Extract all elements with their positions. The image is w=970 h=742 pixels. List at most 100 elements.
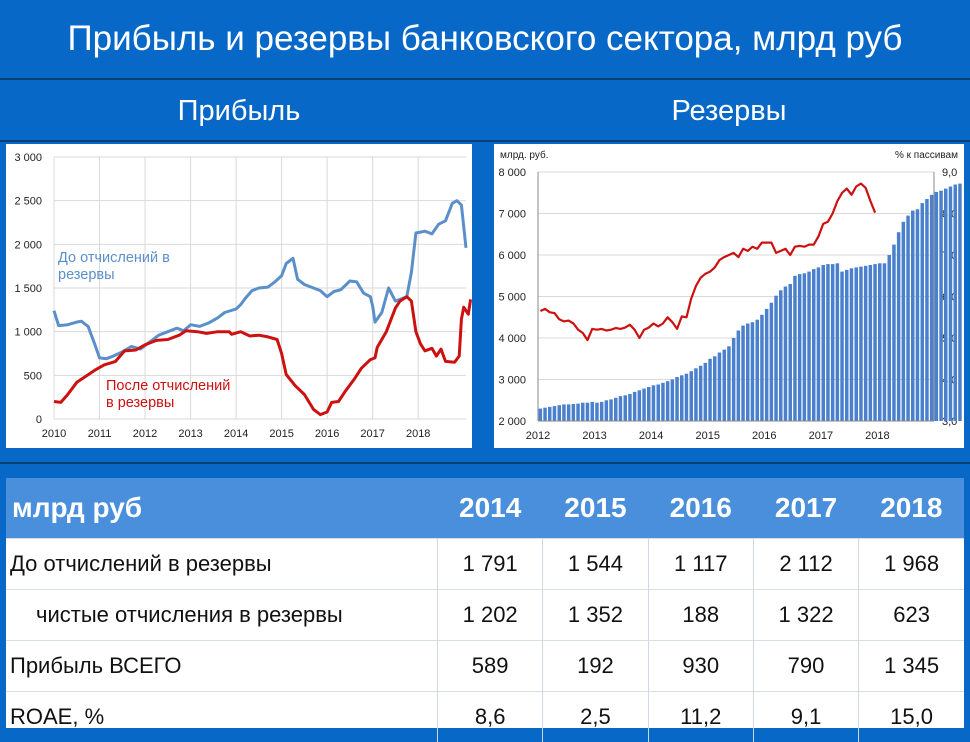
reserves-bar bbox=[916, 209, 920, 421]
y-tick-label: 1 500 bbox=[14, 283, 42, 295]
table-cell: 790 bbox=[753, 641, 858, 692]
table-header-year: 2015 bbox=[543, 478, 648, 539]
reserves-bar bbox=[756, 320, 760, 421]
reserves-bar bbox=[869, 265, 873, 421]
reserves-bar bbox=[803, 273, 807, 421]
table-cell: 15,0 bbox=[859, 692, 964, 742]
reserves-bar bbox=[765, 309, 769, 421]
y-left-tick-label: 8 000 bbox=[498, 167, 526, 179]
reserves-bar bbox=[741, 326, 745, 421]
y-tick-label: 500 bbox=[24, 370, 42, 382]
reserves-bar bbox=[864, 266, 868, 421]
reserves-bar bbox=[789, 284, 793, 421]
table-cell: 2 112 bbox=[753, 539, 858, 590]
x-tick-label: 2012 bbox=[526, 430, 550, 442]
reserves-bar bbox=[572, 404, 576, 421]
left-chart-heading: Прибыль bbox=[6, 86, 472, 136]
table-cell: 589 bbox=[438, 641, 543, 692]
x-tick-label: 2014 bbox=[224, 428, 248, 440]
y-tick-label: 3 000 bbox=[14, 152, 42, 164]
reserves-bar bbox=[949, 187, 953, 422]
reserves-bar bbox=[732, 338, 736, 421]
x-tick-label: 2014 bbox=[639, 430, 663, 442]
reserves-bar bbox=[751, 322, 755, 421]
table-cell: 1 544 bbox=[543, 539, 648, 590]
x-tick-label: 2018 bbox=[406, 428, 430, 440]
table-cell: 1 352 bbox=[543, 590, 648, 641]
reserves-bar bbox=[817, 267, 821, 421]
x-tick-label: 2015 bbox=[269, 428, 293, 440]
series-annotation: резервы bbox=[58, 267, 115, 283]
table-header-year: 2017 bbox=[753, 478, 858, 539]
reserves-bar bbox=[652, 385, 656, 421]
reserves-bar bbox=[600, 402, 604, 421]
reserves-bar bbox=[888, 255, 892, 421]
y-tick-label: 1 000 bbox=[14, 327, 42, 339]
reserves-bar bbox=[892, 245, 896, 421]
row-label: чистые отчисления в резервы bbox=[6, 590, 438, 641]
reserves-bar bbox=[543, 408, 547, 421]
reserves-bar bbox=[581, 403, 585, 421]
y-left-tick-label: 4 000 bbox=[498, 333, 526, 345]
x-tick-label: 2010 bbox=[42, 428, 66, 440]
reserves-bar bbox=[718, 353, 722, 422]
reserves-bar bbox=[614, 398, 618, 421]
table-cell: 1 791 bbox=[438, 539, 543, 590]
x-tick-label: 2017 bbox=[360, 428, 384, 440]
table-cell: 9,1 bbox=[753, 692, 858, 742]
y-left-tick-label: 3 000 bbox=[498, 375, 526, 387]
divider bbox=[0, 78, 970, 80]
x-tick-label: 2016 bbox=[315, 428, 339, 440]
reserves-bar bbox=[840, 272, 844, 421]
table-cell: 1 968 bbox=[859, 539, 964, 590]
x-tick-label: 2013 bbox=[178, 428, 202, 440]
reserves-bar bbox=[647, 387, 651, 421]
reserves-bar bbox=[699, 366, 703, 421]
reserves-bar bbox=[723, 350, 727, 421]
reserves-bar bbox=[595, 403, 599, 421]
y-tick-label: 0 bbox=[36, 414, 42, 426]
reserves-bar bbox=[708, 359, 712, 421]
reserves-bar bbox=[690, 371, 694, 421]
reserves-bar bbox=[826, 264, 830, 421]
reserves-bar bbox=[911, 211, 915, 421]
reserves-bar bbox=[859, 267, 863, 421]
reserves-bar bbox=[619, 396, 623, 421]
row-label: ROAE, % bbox=[6, 692, 438, 742]
reserves-bar bbox=[666, 381, 670, 421]
table-cell: 2,5 bbox=[543, 692, 648, 742]
reserves-bar bbox=[704, 363, 708, 421]
reserves-bar bbox=[944, 189, 948, 421]
table-cell: 1 202 bbox=[438, 590, 543, 641]
reserves-bar bbox=[737, 331, 741, 422]
reserves-bar bbox=[930, 195, 934, 421]
reserves-bar bbox=[558, 405, 562, 421]
table-cell: 930 bbox=[648, 641, 753, 692]
reserves-bar bbox=[713, 356, 717, 421]
reserves-bar bbox=[591, 402, 595, 421]
table-header-unit: млрд руб bbox=[6, 478, 438, 539]
right-axis-unit-label: % к пассивам bbox=[895, 150, 958, 161]
table-header-year: 2018 bbox=[859, 478, 964, 539]
reserves-bar bbox=[694, 368, 698, 421]
reserves-bar bbox=[906, 216, 910, 421]
table-cell: 1 117 bbox=[648, 539, 753, 590]
reserves-bar bbox=[822, 265, 826, 421]
reserves-bar bbox=[628, 394, 632, 421]
reserves-bar bbox=[897, 232, 901, 421]
reserves-bar bbox=[770, 303, 774, 421]
reserves-bar bbox=[727, 346, 731, 421]
x-tick-label: 2017 bbox=[809, 430, 833, 442]
reserves-bar bbox=[624, 395, 628, 421]
reserves-bar bbox=[609, 399, 613, 421]
reserves-bar bbox=[883, 263, 887, 421]
reserves-bar bbox=[685, 374, 689, 421]
